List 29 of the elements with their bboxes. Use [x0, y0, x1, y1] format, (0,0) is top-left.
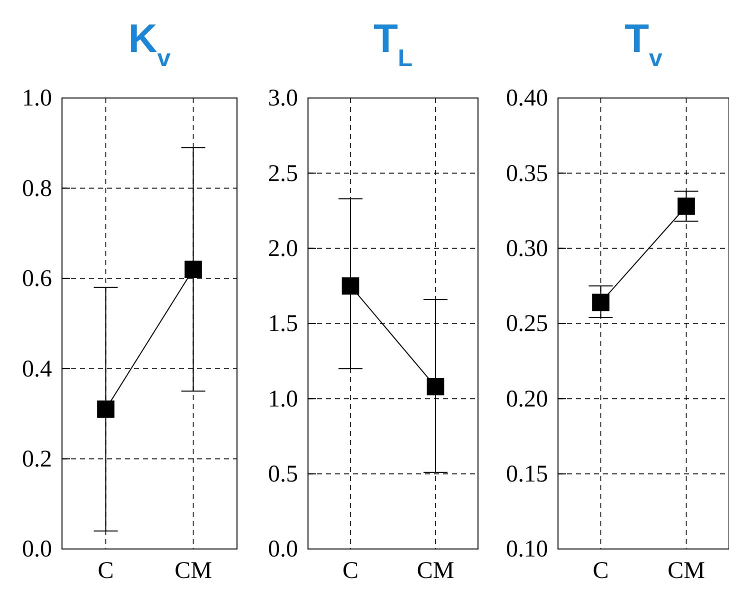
chart-title: T$_{L}$ [373, 17, 413, 72]
x-tick-label: C [98, 558, 114, 584]
x-tick-label: C [342, 558, 359, 584]
text: 0.30 [506, 236, 548, 262]
text: 0.20 [506, 386, 548, 412]
text: 0.0 [268, 536, 298, 563]
y-tick-label: 1.5 [268, 311, 298, 338]
y-tick-label: 0.4 [22, 356, 52, 382]
text: 0.10 [506, 536, 548, 563]
x-tick-label: CM [416, 558, 454, 584]
y-tick-label: 2.5 [268, 160, 298, 187]
x-tick-label: C [592, 558, 609, 584]
y-tick-label: 0.2 [22, 446, 52, 472]
text: 0.0 [22, 536, 52, 563]
y-tick-label: 0.6 [22, 266, 52, 292]
x-tick-label: CM [668, 558, 705, 584]
chart-title: K$_{v}$ [128, 17, 172, 72]
y-tick-label: 0.5 [268, 462, 298, 488]
text: 2.0 [268, 236, 298, 262]
text: 0.40 [506, 86, 548, 112]
chart-title: T$_{v}$ [624, 17, 664, 72]
text: 1.0 [22, 86, 52, 112]
y-tick-label: 0.25 [506, 311, 548, 338]
text: 3.0 [268, 86, 298, 112]
y-tick-label: 0.35 [506, 160, 548, 187]
x-tick-label: CM [174, 558, 212, 584]
text: 1.0 [268, 386, 298, 412]
y-tick-label: 0.15 [506, 462, 548, 488]
y-tick-label: 0.8 [22, 176, 52, 202]
